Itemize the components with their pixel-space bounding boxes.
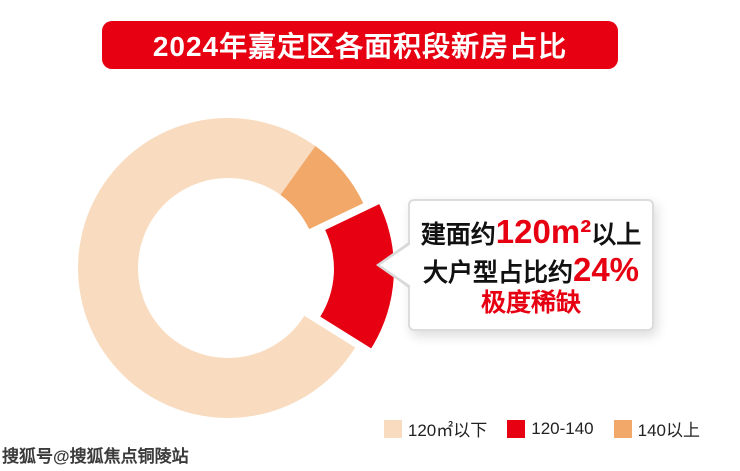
donut-segment	[78, 117, 356, 418]
callout-line-3: 极度稀缺	[481, 289, 581, 318]
legend-label: 120㎡以下	[407, 421, 488, 440]
legend-item: 120-140	[507, 418, 594, 439]
legend-label: 140以上	[637, 421, 700, 440]
callout-line1-prefix: 建面约	[420, 220, 496, 249]
chart-title: 2024年嘉定区各面积段新房占比	[152, 31, 568, 62]
callout-line1-value: 120m²	[495, 212, 592, 250]
legend-swatch	[613, 419, 632, 438]
donut-segment	[320, 204, 394, 349]
callout-line2-value: 24%	[572, 250, 640, 288]
watermark-text: 搜狐号@搜狐焦点铜陵站	[2, 447, 189, 466]
legend-item: 140以上	[613, 416, 700, 441]
donut-segment	[280, 146, 364, 230]
callout-line3-text: 极度稀缺	[480, 288, 581, 317]
watermark: 搜狐号@搜狐焦点铜陵站	[2, 442, 189, 467]
legend-swatch	[383, 419, 402, 438]
callout-line-2: 大户型占比约24%	[423, 251, 639, 289]
callout-pointer-fill	[380, 244, 411, 286]
chart-title-banner: 2024年嘉定区各面积段新房占比	[102, 21, 618, 69]
legend-label: 120-140	[531, 418, 594, 438]
callout-line2-prefix: 大户型占比约	[422, 258, 573, 287]
legend-item: 120㎡以下	[383, 416, 488, 441]
chart-legend: 120㎡以下 120-140 140以上	[383, 416, 700, 441]
legend-swatch	[507, 419, 526, 438]
callout-line1-suffix: 以上	[591, 220, 642, 249]
callout-box: 建面约120m²以上 大户型占比约24% 极度稀缺	[376, 199, 654, 331]
callout-line-1: 建面约120m²以上	[421, 213, 641, 251]
